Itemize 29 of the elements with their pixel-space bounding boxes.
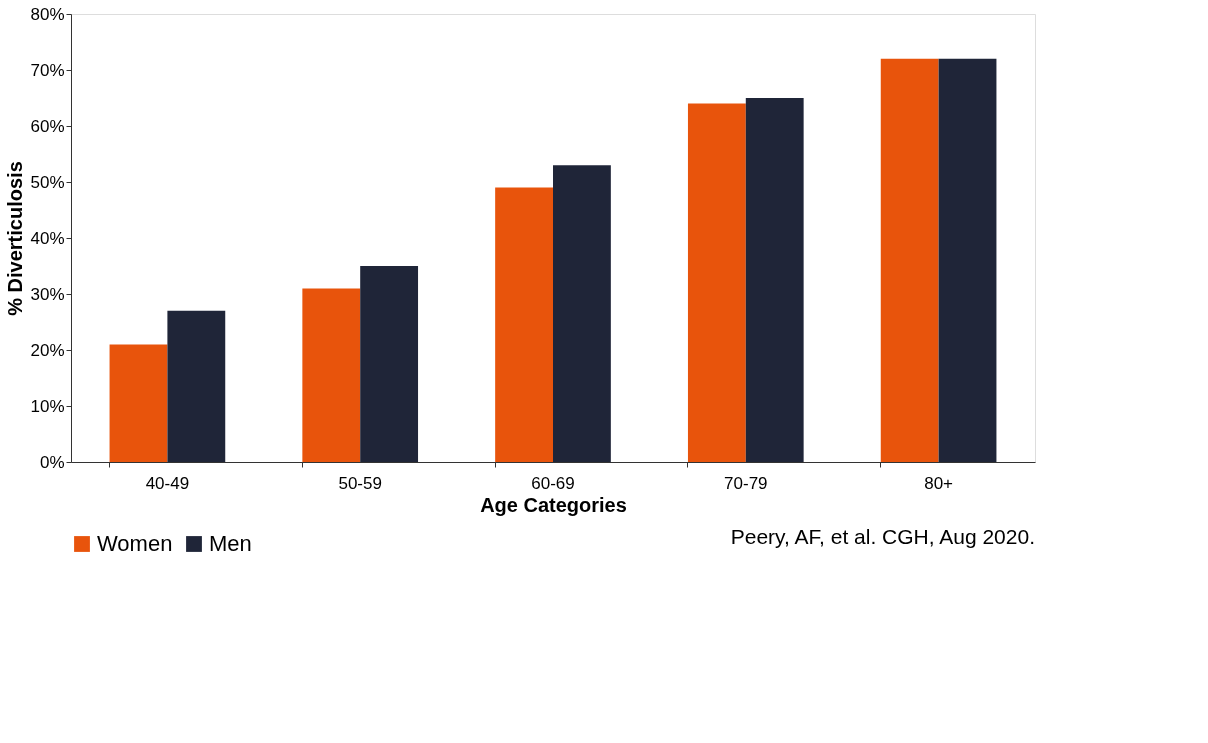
y-tick-label: 70% [30, 60, 65, 80]
y-tick-label: 40% [30, 228, 65, 248]
bar [553, 165, 611, 462]
legend-label: Men [209, 531, 252, 556]
y-tick-label: 60% [30, 116, 65, 136]
x-tick-label: 60-69 [531, 473, 575, 493]
y-axis-title: % Diverticulosis [4, 161, 27, 316]
y-tick-label: 80% [30, 4, 65, 24]
x-tick-label: 80+ [924, 473, 954, 493]
x-tick-label: 70-79 [724, 473, 768, 493]
bar [302, 288, 361, 462]
y-tick-label: 0% [39, 452, 65, 472]
bar [938, 58, 997, 462]
y-tick-label: 10% [30, 396, 65, 416]
bar [109, 344, 168, 462]
y-tick-label: 50% [30, 172, 65, 192]
bar [495, 187, 553, 462]
y-tick-label: 30% [30, 284, 65, 304]
bar [360, 266, 419, 462]
y-tick-label: 20% [30, 340, 65, 360]
legend-label: Women [97, 531, 173, 556]
bar [167, 310, 226, 462]
bar [880, 58, 939, 462]
bar [687, 103, 746, 462]
x-tick-label: 50-59 [338, 473, 382, 493]
x-axis-title: Age Categories [480, 493, 627, 516]
x-tick-label: 40-49 [145, 473, 190, 493]
bar [745, 98, 804, 462]
text: Peery, AF, et al. CGH, Aug 2020. [730, 525, 1035, 548]
